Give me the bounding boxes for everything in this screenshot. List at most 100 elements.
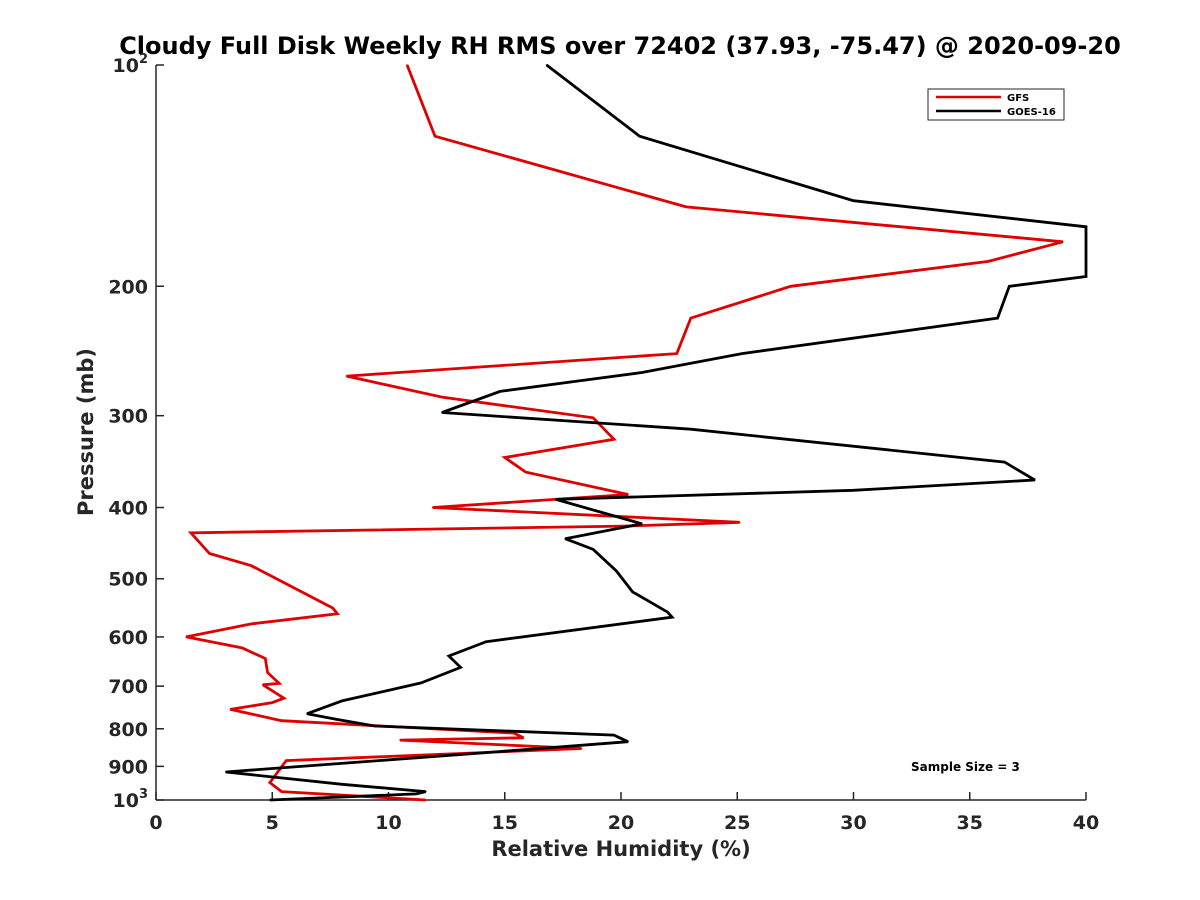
data-point: [262, 684, 264, 686]
data-point: [424, 790, 427, 793]
data-point: [545, 64, 548, 66]
series-goes16: [225, 63, 1088, 802]
data-point: [627, 493, 629, 496]
data-point: [250, 623, 253, 625]
x-tick-label: 15: [492, 812, 518, 834]
data-point: [685, 206, 687, 208]
data-point: [987, 260, 990, 263]
data-point: [676, 352, 678, 355]
data-point: [278, 682, 281, 685]
x-tick-label: 40: [1073, 812, 1099, 834]
y-tick-label: 700: [108, 676, 148, 698]
data-point: [331, 607, 334, 609]
data-point: [1003, 461, 1006, 463]
data-point: [996, 317, 999, 319]
y-tick-label: 200: [108, 276, 148, 298]
series-line-goes16: [225, 63, 1088, 802]
data-point: [434, 135, 436, 137]
y-tick-label: 500: [108, 569, 148, 591]
data-point: [345, 375, 348, 377]
y-tick-label: 103: [113, 787, 149, 812]
data-point: [690, 317, 692, 319]
data-point: [555, 498, 557, 501]
data-point: [406, 64, 408, 66]
y-tick-label: 800: [108, 719, 148, 741]
series-line-gfs: [185, 64, 1064, 802]
data-point: [690, 428, 692, 431]
data-point: [336, 613, 339, 615]
y-tick-label: 900: [108, 756, 148, 778]
data-point: [373, 725, 376, 727]
data-point: [208, 552, 211, 555]
x-tick-label: 5: [266, 812, 279, 834]
data-point: [852, 489, 855, 492]
data-point: [285, 759, 288, 762]
y-tick-exponent: 2: [139, 52, 148, 67]
legend-label-gfs: GFS: [1007, 93, 1029, 104]
data-point: [266, 671, 269, 674]
data-point: [613, 438, 615, 441]
y-tick-label: 400: [108, 498, 148, 520]
legend: GFS GOES-16: [927, 88, 1065, 121]
data-point: [269, 781, 271, 784]
data-point: [241, 647, 243, 649]
data-point: [269, 799, 271, 801]
x-tick-label: 10: [375, 812, 401, 834]
data-point: [671, 616, 673, 618]
axes: [155, 65, 1086, 801]
x-tick-label: 35: [957, 812, 983, 834]
data-point: [459, 666, 462, 669]
data-point: [485, 751, 487, 754]
data-point: [524, 471, 527, 473]
data-point: [592, 548, 594, 551]
data-point: [499, 390, 501, 393]
data-point: [741, 352, 743, 355]
data-point: [341, 783, 343, 786]
legend-label-goes16: GOES-16: [1007, 107, 1056, 118]
x-tick-label: 25: [724, 812, 750, 834]
data-point: [190, 532, 192, 534]
data-point: [1034, 479, 1036, 481]
data-point: [1085, 275, 1087, 278]
series-layer: [185, 63, 1088, 802]
data-point: [420, 682, 422, 684]
data-point: [641, 523, 643, 525]
data-point: [789, 285, 792, 288]
data-point: [738, 521, 741, 524]
y-axis-label: Pressure (mb): [74, 348, 98, 516]
chart-title: Cloudy Full Disk Weekly RH RMS over 7240…: [119, 32, 1121, 60]
data-point: [280, 719, 283, 722]
data-point: [424, 799, 427, 801]
data-point: [271, 701, 274, 704]
y-tick-base: 10: [113, 55, 139, 77]
data-point: [336, 718, 339, 721]
series-gfs: [185, 64, 1064, 802]
x-tick-label: 0: [149, 812, 162, 834]
data-point: [306, 712, 308, 715]
data-point: [185, 636, 187, 638]
data-point: [580, 747, 583, 750]
data-point: [564, 537, 566, 540]
data-point: [415, 793, 418, 795]
data-point: [264, 657, 267, 660]
data-point: [1008, 285, 1011, 288]
data-point: [641, 371, 643, 374]
data-point: [1062, 241, 1064, 243]
sample-size-annotation: Sample Size = 3: [911, 760, 1020, 774]
data-point: [613, 734, 615, 736]
data-point: [441, 396, 443, 398]
data-point: [1085, 226, 1087, 228]
data-point: [627, 740, 629, 743]
data-point: [250, 564, 253, 567]
x-axis-label: Relative Humidity (%): [491, 837, 750, 861]
data-point: [283, 697, 285, 699]
y-tick-label: 600: [108, 627, 148, 649]
data-point: [441, 411, 443, 414]
data-point: [615, 570, 618, 572]
data-point: [431, 506, 434, 509]
x-tick-label: 30: [840, 812, 866, 834]
data-point: [485, 640, 487, 643]
data-point: [229, 708, 232, 711]
